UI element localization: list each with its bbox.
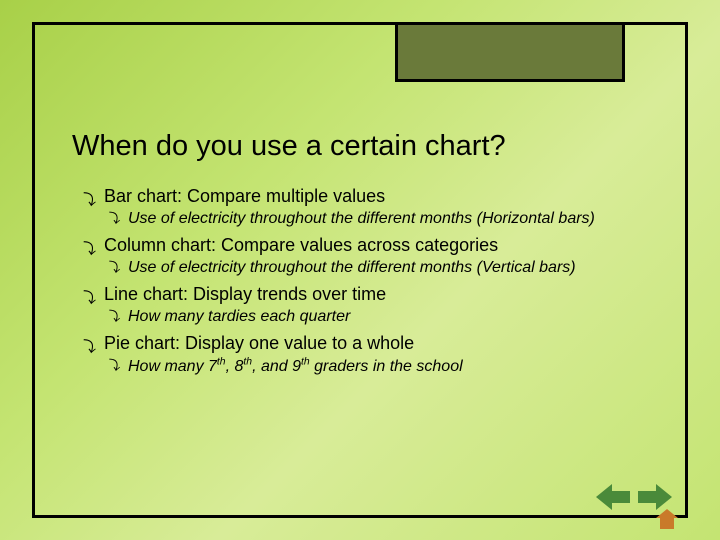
prev-button[interactable]	[596, 484, 630, 510]
sub-item-label: How many tardies each quarter	[128, 308, 350, 325]
bullet-icon: ⤵	[106, 309, 120, 326]
sub-item-label: Use of electricity throughout the differ…	[128, 259, 576, 276]
bullet-icon: ⤵	[80, 335, 95, 357]
arrow-left-icon	[596, 484, 630, 510]
list-sub-item: ⤵ Use of electricity throughout the diff…	[106, 258, 660, 278]
list-sub-item: ⤵ How many tardies each quarter	[106, 307, 660, 327]
home-icon	[656, 509, 678, 529]
bullet-icon: ⤵	[80, 286, 95, 308]
item-label: Pie chart: Display one value to a whole	[104, 333, 414, 353]
list-sub-item: ⤵ How many 7th, 8th, and 9th graders in …	[106, 356, 660, 377]
list-item: ⤵ Column chart: Compare values across ca…	[80, 235, 660, 256]
sub-item-label: How many 7th, 8th, and 9th graders in th…	[128, 358, 463, 375]
list-item: ⤵ Bar chart: Compare multiple values	[80, 186, 660, 207]
sub-item-label: Use of electricity throughout the differ…	[128, 210, 595, 227]
bullet-icon: ⤵	[106, 260, 120, 277]
bullet-icon: ⤵	[80, 237, 95, 259]
item-label: Line chart: Display trends over time	[104, 284, 386, 304]
list-sub-item: ⤵ Use of electricity throughout the diff…	[106, 209, 660, 229]
nav-buttons	[596, 484, 672, 510]
header-accent-block	[395, 22, 625, 82]
list-item: ⤵ Pie chart: Display one value to a whol…	[80, 333, 660, 354]
arrow-right-icon	[638, 484, 672, 510]
item-label: Bar chart: Compare multiple values	[104, 186, 385, 206]
item-label: Column chart: Compare values across cate…	[104, 235, 498, 255]
bullet-icon: ⤵	[106, 358, 120, 375]
next-button[interactable]	[638, 484, 672, 510]
content-area: ⤵ Bar chart: Compare multiple values ⤵ U…	[80, 180, 660, 377]
list-item: ⤵ Line chart: Display trends over time	[80, 284, 660, 305]
slide-title: When do you use a certain chart?	[72, 130, 506, 163]
home-button[interactable]	[656, 509, 678, 534]
bullet-icon: ⤵	[106, 211, 120, 228]
bullet-icon: ⤵	[80, 188, 95, 210]
